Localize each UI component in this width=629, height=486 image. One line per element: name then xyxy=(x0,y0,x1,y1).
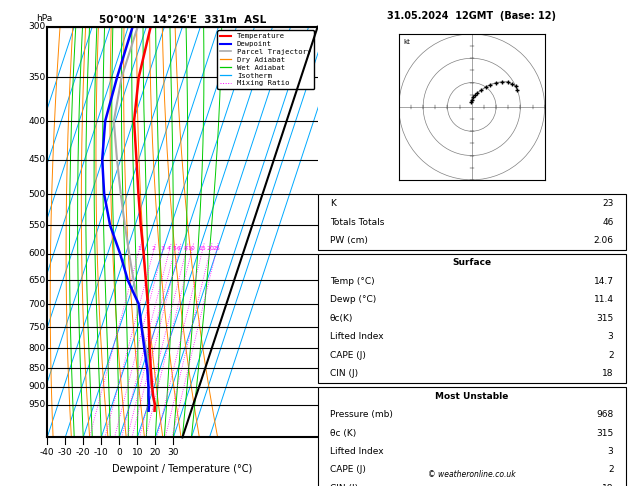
Text: km
ASL: km ASL xyxy=(342,0,359,15)
Text: 3: 3 xyxy=(160,246,165,251)
Text: -20: -20 xyxy=(76,448,91,457)
Text: Totals Totals: Totals Totals xyxy=(330,218,384,226)
Text: 600: 600 xyxy=(28,249,46,259)
Text: CAPE (J): CAPE (J) xyxy=(330,351,366,360)
Text: 10: 10 xyxy=(131,448,143,457)
Text: Surface: Surface xyxy=(452,259,491,267)
Text: 800: 800 xyxy=(28,344,46,353)
Text: 650: 650 xyxy=(28,276,46,285)
Text: 6: 6 xyxy=(177,246,181,251)
Text: 850: 850 xyxy=(28,364,46,373)
Text: 300: 300 xyxy=(28,22,46,31)
Text: 15: 15 xyxy=(198,246,206,251)
Text: 18: 18 xyxy=(602,369,613,378)
Title: 50°00'N  14°26'E  331m  ASL: 50°00'N 14°26'E 331m ASL xyxy=(99,15,266,25)
Bar xyxy=(318,254,626,383)
Text: 550: 550 xyxy=(28,221,46,230)
Text: 11.4: 11.4 xyxy=(594,295,613,304)
Text: 400: 400 xyxy=(29,117,46,125)
Text: kt: kt xyxy=(404,39,411,45)
Text: 2.06: 2.06 xyxy=(594,236,613,245)
Text: θᴄ(K): θᴄ(K) xyxy=(330,314,353,323)
Text: 20: 20 xyxy=(150,448,161,457)
Text: 500: 500 xyxy=(28,190,46,199)
Text: CIN (J): CIN (J) xyxy=(330,484,358,486)
Text: 4: 4 xyxy=(167,246,171,251)
Text: Lifted Index: Lifted Index xyxy=(330,447,384,456)
Text: Pressure (mb): Pressure (mb) xyxy=(330,410,393,419)
Text: 3: 3 xyxy=(608,447,613,456)
Text: 23: 23 xyxy=(602,199,613,208)
Text: -40: -40 xyxy=(40,448,55,457)
Text: 315: 315 xyxy=(596,314,613,323)
Text: 315: 315 xyxy=(596,429,613,437)
Text: Mixing Ratio (g/kg): Mixing Ratio (g/kg) xyxy=(372,189,382,275)
Text: 1: 1 xyxy=(137,246,141,251)
Text: 31.05.2024  12GMT  (Base: 12): 31.05.2024 12GMT (Base: 12) xyxy=(387,11,556,21)
Text: CAPE (J): CAPE (J) xyxy=(330,466,366,474)
Text: CIN (J): CIN (J) xyxy=(330,369,358,378)
Text: 5: 5 xyxy=(172,246,176,251)
Text: 14.7: 14.7 xyxy=(594,277,613,286)
Text: 350: 350 xyxy=(28,73,46,82)
Text: 18: 18 xyxy=(602,484,613,486)
Text: 8: 8 xyxy=(184,246,188,251)
Legend: Temperature, Dewpoint, Parcel Trajectory, Dry Adiabat, Wet Adiabat, Isotherm, Mi: Temperature, Dewpoint, Parcel Trajectory… xyxy=(217,30,314,89)
Bar xyxy=(318,194,626,250)
Text: 10: 10 xyxy=(187,246,196,251)
Text: 950: 950 xyxy=(28,400,46,409)
Text: © weatheronline.co.uk: © weatheronline.co.uk xyxy=(428,469,516,479)
Text: 2: 2 xyxy=(152,246,155,251)
Text: 900: 900 xyxy=(28,382,46,391)
Text: hPa: hPa xyxy=(36,14,53,23)
Text: 25: 25 xyxy=(212,246,220,251)
Text: -10: -10 xyxy=(94,448,109,457)
Text: -30: -30 xyxy=(58,448,72,457)
Text: 0: 0 xyxy=(116,448,122,457)
Text: 2: 2 xyxy=(608,466,613,474)
Text: 46: 46 xyxy=(602,218,613,226)
Text: 30: 30 xyxy=(168,448,179,457)
Text: 3: 3 xyxy=(608,332,613,341)
Text: 20: 20 xyxy=(206,246,214,251)
Text: Dewp (°C): Dewp (°C) xyxy=(330,295,376,304)
Text: 2: 2 xyxy=(608,351,613,360)
Text: K: K xyxy=(330,199,336,208)
Text: Temp (°C): Temp (°C) xyxy=(330,277,375,286)
Text: Most Unstable: Most Unstable xyxy=(435,392,508,400)
Bar xyxy=(318,387,626,486)
Text: Lifted Index: Lifted Index xyxy=(330,332,384,341)
Text: θᴄ (K): θᴄ (K) xyxy=(330,429,356,437)
Text: Dewpoint / Temperature (°C): Dewpoint / Temperature (°C) xyxy=(113,464,252,474)
Text: 750: 750 xyxy=(28,323,46,331)
Text: PW (cm): PW (cm) xyxy=(330,236,368,245)
Text: 968: 968 xyxy=(596,410,613,419)
Text: LCL: LCL xyxy=(323,397,338,406)
Text: 700: 700 xyxy=(28,300,46,309)
Text: 450: 450 xyxy=(29,155,46,164)
